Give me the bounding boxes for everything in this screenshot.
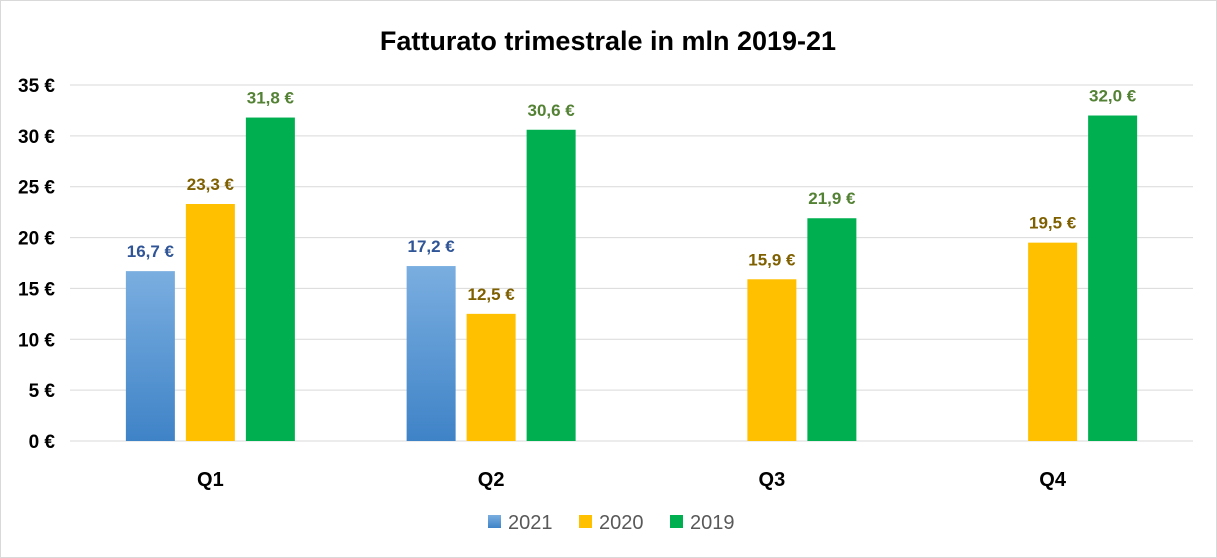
bars <box>125 115 1138 442</box>
chart-title: Fatturato trimestrale in mln 2019-21 <box>380 26 836 56</box>
data-label: 16,7 € <box>127 242 175 261</box>
data-label: 32,0 € <box>1089 87 1137 106</box>
x-axis-tick-labels: Q1 Q2 Q3 Q4 <box>197 469 1067 491</box>
bar-2021-q2 <box>406 266 456 441</box>
legend-label-2021: 2021 <box>508 512 553 534</box>
y-tick-label: 15 € <box>18 279 55 300</box>
bar-2019-q4 <box>1088 115 1138 441</box>
bar-2019-q3 <box>807 218 857 441</box>
y-tick-label: 5 € <box>29 381 56 402</box>
legend-swatch-2021 <box>488 515 501 528</box>
data-label: 21,9 € <box>808 189 856 208</box>
y-axis-tick-labels: 0 € 5 € 10 € 15 € 20 € 25 € 30 € 35 € <box>18 76 55 453</box>
legend-label-2020: 2020 <box>599 512 644 534</box>
data-label: 31,8 € <box>247 89 295 108</box>
x-tick-label: Q4 <box>1039 469 1067 491</box>
x-tick-label: Q1 <box>197 469 224 491</box>
data-label: 23,3 € <box>187 175 235 194</box>
data-label: 17,2 € <box>407 237 455 256</box>
bar-2020-q2 <box>466 313 516 441</box>
y-tick-label: 30 € <box>18 127 55 148</box>
bar-2020-q4 <box>1028 242 1078 441</box>
gridlines <box>70 84 1193 442</box>
legend-label-2019: 2019 <box>690 512 735 534</box>
bar-2019-q1 <box>245 117 295 441</box>
bar-2020-q3 <box>747 279 797 441</box>
bar-2020-q1 <box>185 204 235 441</box>
data-labels: 16,7 € 23,3 € 31,8 € 17,2 € 12,5 € 30,6 € 15,9… <box>127 87 1137 304</box>
bar-2021-q1 <box>125 271 175 441</box>
legend-swatch-2019 <box>670 515 683 528</box>
legend: 2021 2020 2019 <box>488 512 735 534</box>
data-label: 12,5 € <box>467 285 515 304</box>
y-tick-label: 0 € <box>29 432 56 453</box>
data-label: 15,9 € <box>748 250 796 269</box>
y-tick-label: 10 € <box>18 330 55 351</box>
y-tick-label: 20 € <box>18 229 55 250</box>
data-label: 19,5 € <box>1029 214 1077 233</box>
data-label: 30,6 € <box>527 101 575 120</box>
legend-swatch-2020 <box>579 515 592 528</box>
x-tick-label: Q3 <box>759 469 786 491</box>
x-tick-label: Q2 <box>478 469 505 491</box>
bar-2019-q2 <box>526 129 576 442</box>
y-tick-label: 35 € <box>18 76 55 97</box>
y-tick-label: 25 € <box>18 178 55 199</box>
